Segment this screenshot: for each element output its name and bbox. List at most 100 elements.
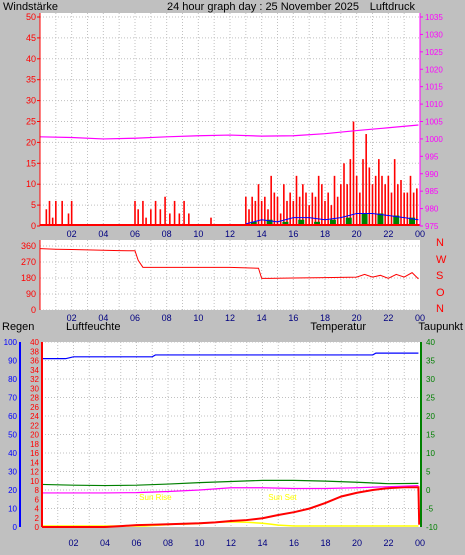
direction-line (39, 248, 419, 280)
direction-x-tick-label: 00 (415, 313, 425, 323)
wind-x-tick-label: 14 (257, 229, 267, 239)
wind-bar (150, 209, 152, 226)
wind-tick-label: 0 (31, 221, 36, 231)
direction-x-tick-label: 16 (288, 313, 298, 323)
humidity-tick-label: 50 (8, 431, 17, 440)
humidity-axis-title: Luftfeuchte (66, 321, 120, 333)
direction-plot-area (40, 240, 420, 310)
wind-bar (55, 200, 57, 226)
wind-bar (279, 213, 282, 226)
humidity-tick-label: 20 (8, 486, 17, 495)
wind-mean-bar (361, 213, 368, 226)
direction-x-tick-label: 02 (67, 313, 77, 323)
weather-x-tick-label: 02 (68, 538, 78, 548)
wind-bar (387, 175, 390, 226)
wind-tick-label: 20 (26, 137, 36, 147)
wind-x-tick-label: 00 (415, 229, 425, 239)
humidity-line (42, 352, 419, 360)
wind-x-tick-label: 22 (383, 229, 393, 239)
direction-x-tick-label: 12 (225, 313, 235, 323)
wind-mean-bar (393, 215, 400, 226)
rain-tick-label: 22 (30, 421, 39, 430)
rain-axis-title: Regen (2, 321, 34, 333)
weather-axes: Sun Rise Sun Set0102030405060708090100024… (4, 338, 438, 548)
weather-x-tick-label: 16 (289, 538, 299, 548)
wind-bar (276, 196, 279, 226)
wind-bar (298, 196, 301, 226)
wind-tick-label: 25 (26, 117, 36, 127)
weather-x-tick-label: 18 (320, 538, 330, 548)
sunrise-label: Sun Rise (139, 493, 172, 502)
pressure-tick-label: 1020 (425, 65, 443, 74)
direction-x-tick-label: 04 (98, 313, 108, 323)
wind-bar (70, 200, 73, 226)
direction-compass-label: S (436, 270, 443, 282)
wind-bar (333, 175, 336, 226)
wind-bar (292, 200, 295, 226)
wind-bar (374, 175, 377, 226)
temperature-tick-label: -5 (426, 505, 434, 514)
humidity-tick-label: 90 (8, 357, 17, 366)
wind-bar (210, 217, 212, 226)
wind-tick-label: 15 (26, 158, 36, 168)
wind-tick-label: 50 (26, 12, 36, 22)
wind-bar (409, 175, 412, 226)
pressure-tick-label: 975 (425, 222, 439, 231)
rain-tick-label: 28 (30, 394, 39, 403)
wind-mean-bar (329, 219, 336, 226)
direction-tick-label: 90 (26, 289, 36, 299)
wind-bar (384, 184, 386, 226)
humidity-tick-label: 60 (8, 412, 17, 421)
wind-x-tick-label: 10 (193, 229, 203, 239)
temperature-tick-label: 35 (426, 357, 435, 366)
wind-bar (378, 159, 380, 226)
wind-bar (365, 134, 367, 226)
wind-x-tick-label: 20 (352, 229, 362, 239)
temperature-tick-label: 25 (426, 394, 435, 403)
wind-gust-line (245, 212, 419, 225)
rain-tick-label: 34 (30, 366, 39, 375)
wind-bar (346, 184, 348, 226)
pressure-tick-label: 1025 (425, 48, 443, 57)
rain-tick-label: 12 (30, 468, 39, 477)
weather-x-tick-label: 20 (352, 538, 362, 548)
rain-tick-label: 4 (35, 505, 40, 514)
wind-mean-bar (266, 219, 273, 226)
wind-bar (273, 192, 276, 226)
wind-bar (270, 175, 272, 226)
wind-x-tick-label: 06 (130, 229, 140, 239)
weather-x-tick-label: 12 (226, 538, 236, 548)
wind-bar (305, 192, 307, 226)
pressure-tick-label: 1010 (425, 100, 443, 109)
pressure-tick-label: 990 (425, 170, 439, 179)
wind-mean-bar (377, 213, 384, 226)
weather-x-tick-label: 04 (100, 538, 110, 548)
pressure-axis-title: Luftdruck (370, 1, 416, 13)
wind-bar (286, 200, 288, 226)
direction-x-tick-label: 14 (257, 313, 267, 323)
weather-x-tick-label: 10 (194, 538, 204, 548)
wind-bar (283, 184, 285, 226)
wind-bar (416, 188, 418, 226)
wind-bar (336, 196, 339, 226)
wind-bar (245, 196, 247, 226)
wind-bar (178, 213, 181, 226)
wind-bar (302, 184, 304, 226)
temperature-tick-label: 0 (426, 486, 431, 495)
temperature-axis-title: Temperatur (310, 321, 366, 333)
humidity-tick-label: 80 (8, 375, 17, 384)
direction-x-tick-label: 06 (130, 313, 140, 323)
direction-tick-label: 180 (21, 273, 36, 283)
temperature-tick-label: -10 (426, 523, 438, 532)
pressure-tick-label: 1015 (425, 83, 443, 92)
temperature-tick-label: 10 (426, 449, 435, 458)
wind-bar (295, 175, 298, 226)
wind-bar (145, 217, 147, 226)
weather-marks (41, 352, 421, 528)
rain-tick-label: 32 (30, 375, 39, 384)
pressure-tick-label: 1005 (425, 118, 443, 127)
rain-tick-label: 40 (30, 338, 39, 347)
rain-tick-label: 16 (30, 449, 39, 458)
weather-x-tick-label: 08 (163, 538, 173, 548)
direction-tick-label: 360 (21, 241, 36, 251)
